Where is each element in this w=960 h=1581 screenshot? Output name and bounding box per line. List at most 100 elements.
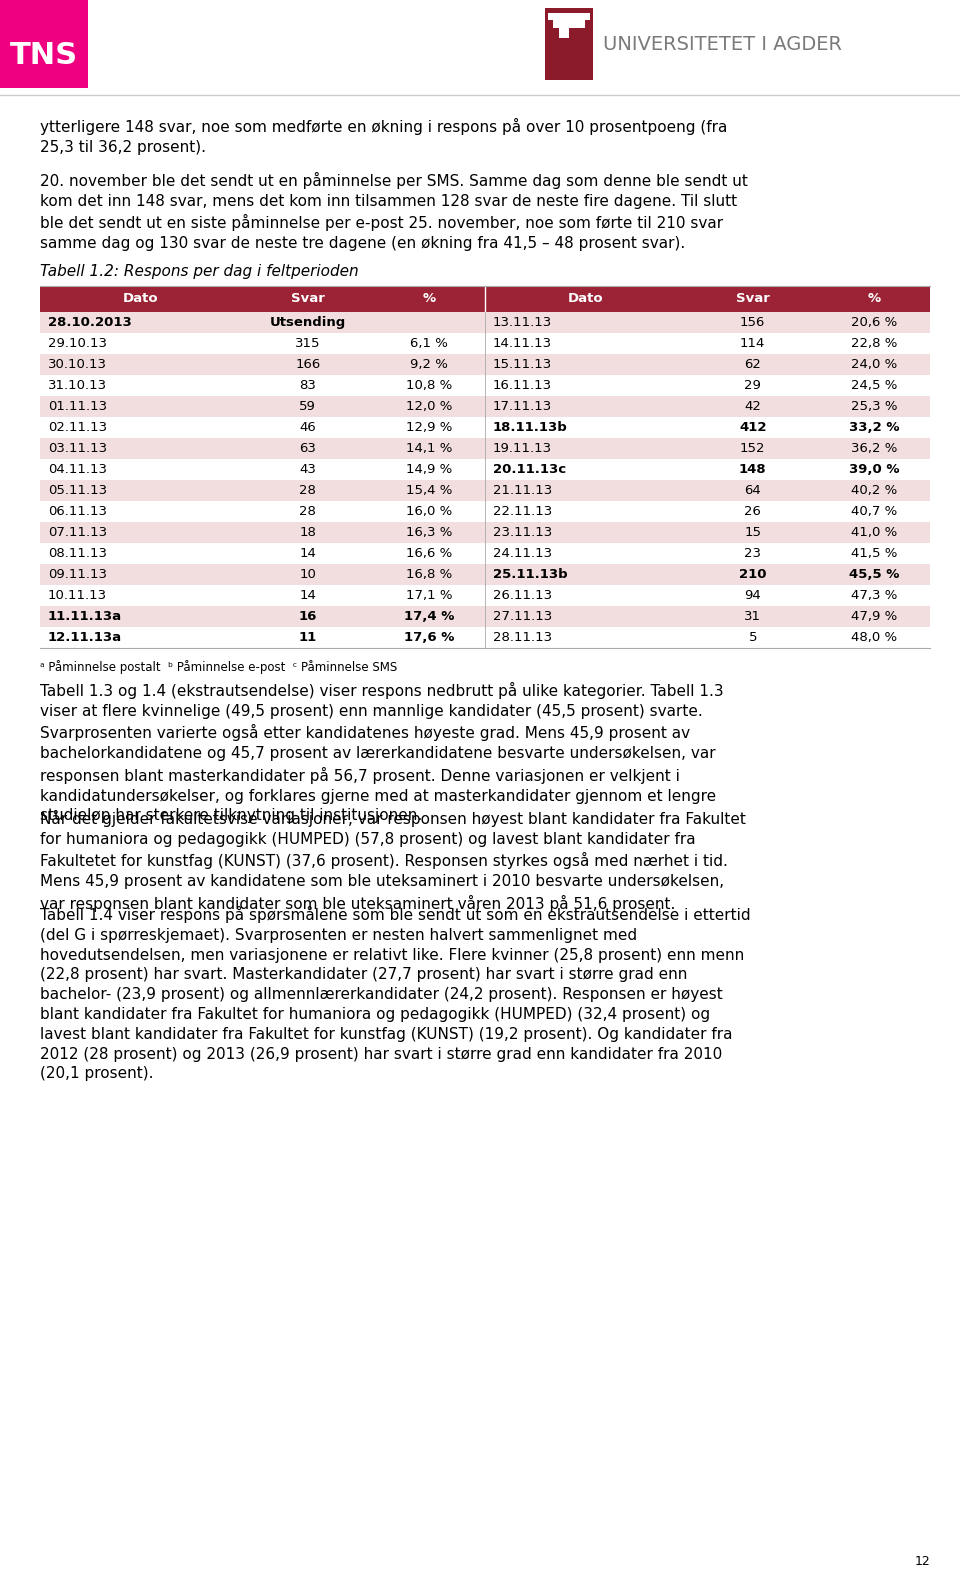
Text: 19.11.13: 19.11.13: [493, 443, 552, 455]
Text: 12,9 %: 12,9 %: [406, 421, 452, 435]
Text: 20,6 %: 20,6 %: [852, 316, 898, 329]
Bar: [40, 354, 930, 375]
Text: Tabell 1.4 viser respons på spørsmålene som ble sendt ut som en ekstrautsendelse: Tabell 1.4 viser respons på spørsmålene …: [40, 906, 751, 1081]
Text: 03.11.13: 03.11.13: [48, 443, 108, 455]
Text: 33,2 %: 33,2 %: [850, 421, 900, 435]
Text: 13.11.13: 13.11.13: [493, 316, 552, 329]
Text: 06.11.13: 06.11.13: [48, 504, 107, 519]
Text: 6,1 %: 6,1 %: [411, 337, 448, 349]
Text: 14: 14: [300, 547, 316, 560]
Text: 42: 42: [744, 400, 761, 413]
Text: 48,0 %: 48,0 %: [852, 631, 898, 643]
Text: 28.11.13: 28.11.13: [493, 631, 552, 643]
Bar: [40, 481, 930, 501]
Text: ᵃ Påminnelse postalt  ᵇ Påminnelse e-post  ᶜ Påminnelse SMS: ᵃ Påminnelse postalt ᵇ Påminnelse e-post…: [40, 659, 397, 674]
Bar: [40, 311, 930, 334]
Text: 08.11.13: 08.11.13: [48, 547, 107, 560]
Text: 28: 28: [300, 504, 316, 519]
Text: 94: 94: [744, 590, 761, 602]
Text: Dato: Dato: [568, 292, 604, 305]
Text: 315: 315: [295, 337, 321, 349]
Bar: [40, 501, 930, 522]
Text: 25.11.13b: 25.11.13b: [493, 568, 567, 580]
Text: 45,5 %: 45,5 %: [850, 568, 900, 580]
Text: 17,4 %: 17,4 %: [404, 610, 455, 623]
Text: 15,4 %: 15,4 %: [406, 484, 452, 496]
Text: 28.10.2013: 28.10.2013: [48, 316, 132, 329]
Text: Utsending: Utsending: [270, 316, 346, 329]
Bar: [40, 522, 930, 542]
Text: 14,9 %: 14,9 %: [406, 463, 452, 476]
Text: 26.11.13: 26.11.13: [493, 590, 552, 602]
Text: 24,0 %: 24,0 %: [852, 357, 898, 372]
Text: TNS: TNS: [10, 41, 78, 70]
Text: 16: 16: [299, 610, 317, 623]
Text: 17.11.13: 17.11.13: [493, 400, 552, 413]
Text: 28: 28: [300, 484, 316, 496]
Text: 15: 15: [744, 526, 761, 539]
Text: 12: 12: [914, 1556, 930, 1568]
Text: 14.11.13: 14.11.13: [493, 337, 552, 349]
Text: 114: 114: [740, 337, 765, 349]
Text: 05.11.13: 05.11.13: [48, 484, 108, 496]
Text: 12.11.13a: 12.11.13a: [48, 631, 122, 643]
Text: 07.11.13: 07.11.13: [48, 526, 108, 539]
Text: 29.10.13: 29.10.13: [48, 337, 107, 349]
Text: 59: 59: [300, 400, 316, 413]
Text: 30.10.13: 30.10.13: [48, 357, 107, 372]
Text: %: %: [422, 292, 436, 305]
Bar: [40, 458, 930, 481]
Text: 16,6 %: 16,6 %: [406, 547, 452, 560]
Bar: [559, 21, 569, 38]
Bar: [40, 286, 930, 311]
Text: 210: 210: [739, 568, 766, 580]
Text: 10: 10: [300, 568, 316, 580]
Text: Tabell 1.2: Respons per dag i feltperioden: Tabell 1.2: Respons per dag i feltperiod…: [40, 264, 359, 278]
Text: 40,2 %: 40,2 %: [852, 484, 898, 496]
Text: 47,3 %: 47,3 %: [852, 590, 898, 602]
Bar: [40, 585, 930, 606]
Text: 20. november ble det sendt ut en påminnelse per SMS. Samme dag som denne ble sen: 20. november ble det sendt ut en påminne…: [40, 172, 748, 251]
Text: 24,5 %: 24,5 %: [852, 379, 898, 392]
Bar: [40, 564, 930, 585]
Text: 20.11.13c: 20.11.13c: [493, 463, 566, 476]
Text: 23: 23: [744, 547, 761, 560]
Text: 09.11.13: 09.11.13: [48, 568, 107, 580]
Text: 64: 64: [744, 484, 761, 496]
Text: Svar: Svar: [735, 292, 770, 305]
Text: 31: 31: [744, 610, 761, 623]
Text: 11: 11: [299, 631, 317, 643]
Text: 27.11.13: 27.11.13: [493, 610, 552, 623]
Text: 18.11.13b: 18.11.13b: [493, 421, 567, 435]
Text: 31.10.13: 31.10.13: [48, 379, 108, 392]
Bar: [40, 438, 930, 458]
Text: ytterligere 148 svar, noe som medførte en økning i respons på over 10 prosentpoe: ytterligere 148 svar, noe som medførte e…: [40, 119, 728, 155]
Text: 166: 166: [295, 357, 321, 372]
Text: 16,8 %: 16,8 %: [406, 568, 452, 580]
Text: 01.11.13: 01.11.13: [48, 400, 108, 413]
Text: 23.11.13: 23.11.13: [493, 526, 552, 539]
Text: 9,2 %: 9,2 %: [411, 357, 448, 372]
Text: 02.11.13: 02.11.13: [48, 421, 108, 435]
Text: 17,6 %: 17,6 %: [404, 631, 455, 643]
Text: 24.11.13: 24.11.13: [493, 547, 552, 560]
Text: 41,0 %: 41,0 %: [852, 526, 898, 539]
Text: 156: 156: [740, 316, 765, 329]
Text: 18: 18: [300, 526, 316, 539]
Text: 40,7 %: 40,7 %: [852, 504, 898, 519]
Text: 22.11.13: 22.11.13: [493, 504, 552, 519]
Bar: [545, 8, 593, 81]
Text: 14,1 %: 14,1 %: [406, 443, 452, 455]
Text: 15.11.13: 15.11.13: [493, 357, 552, 372]
Text: 47,9 %: 47,9 %: [852, 610, 898, 623]
Text: 152: 152: [740, 443, 765, 455]
Text: 412: 412: [739, 421, 766, 435]
Text: 04.11.13: 04.11.13: [48, 463, 107, 476]
Text: 26: 26: [744, 504, 761, 519]
Text: Svar: Svar: [291, 292, 324, 305]
Text: 41,5 %: 41,5 %: [852, 547, 898, 560]
Text: 39,0 %: 39,0 %: [850, 463, 900, 476]
Text: 12,0 %: 12,0 %: [406, 400, 452, 413]
Text: 16,3 %: 16,3 %: [406, 526, 452, 539]
Text: 22,8 %: 22,8 %: [852, 337, 898, 349]
